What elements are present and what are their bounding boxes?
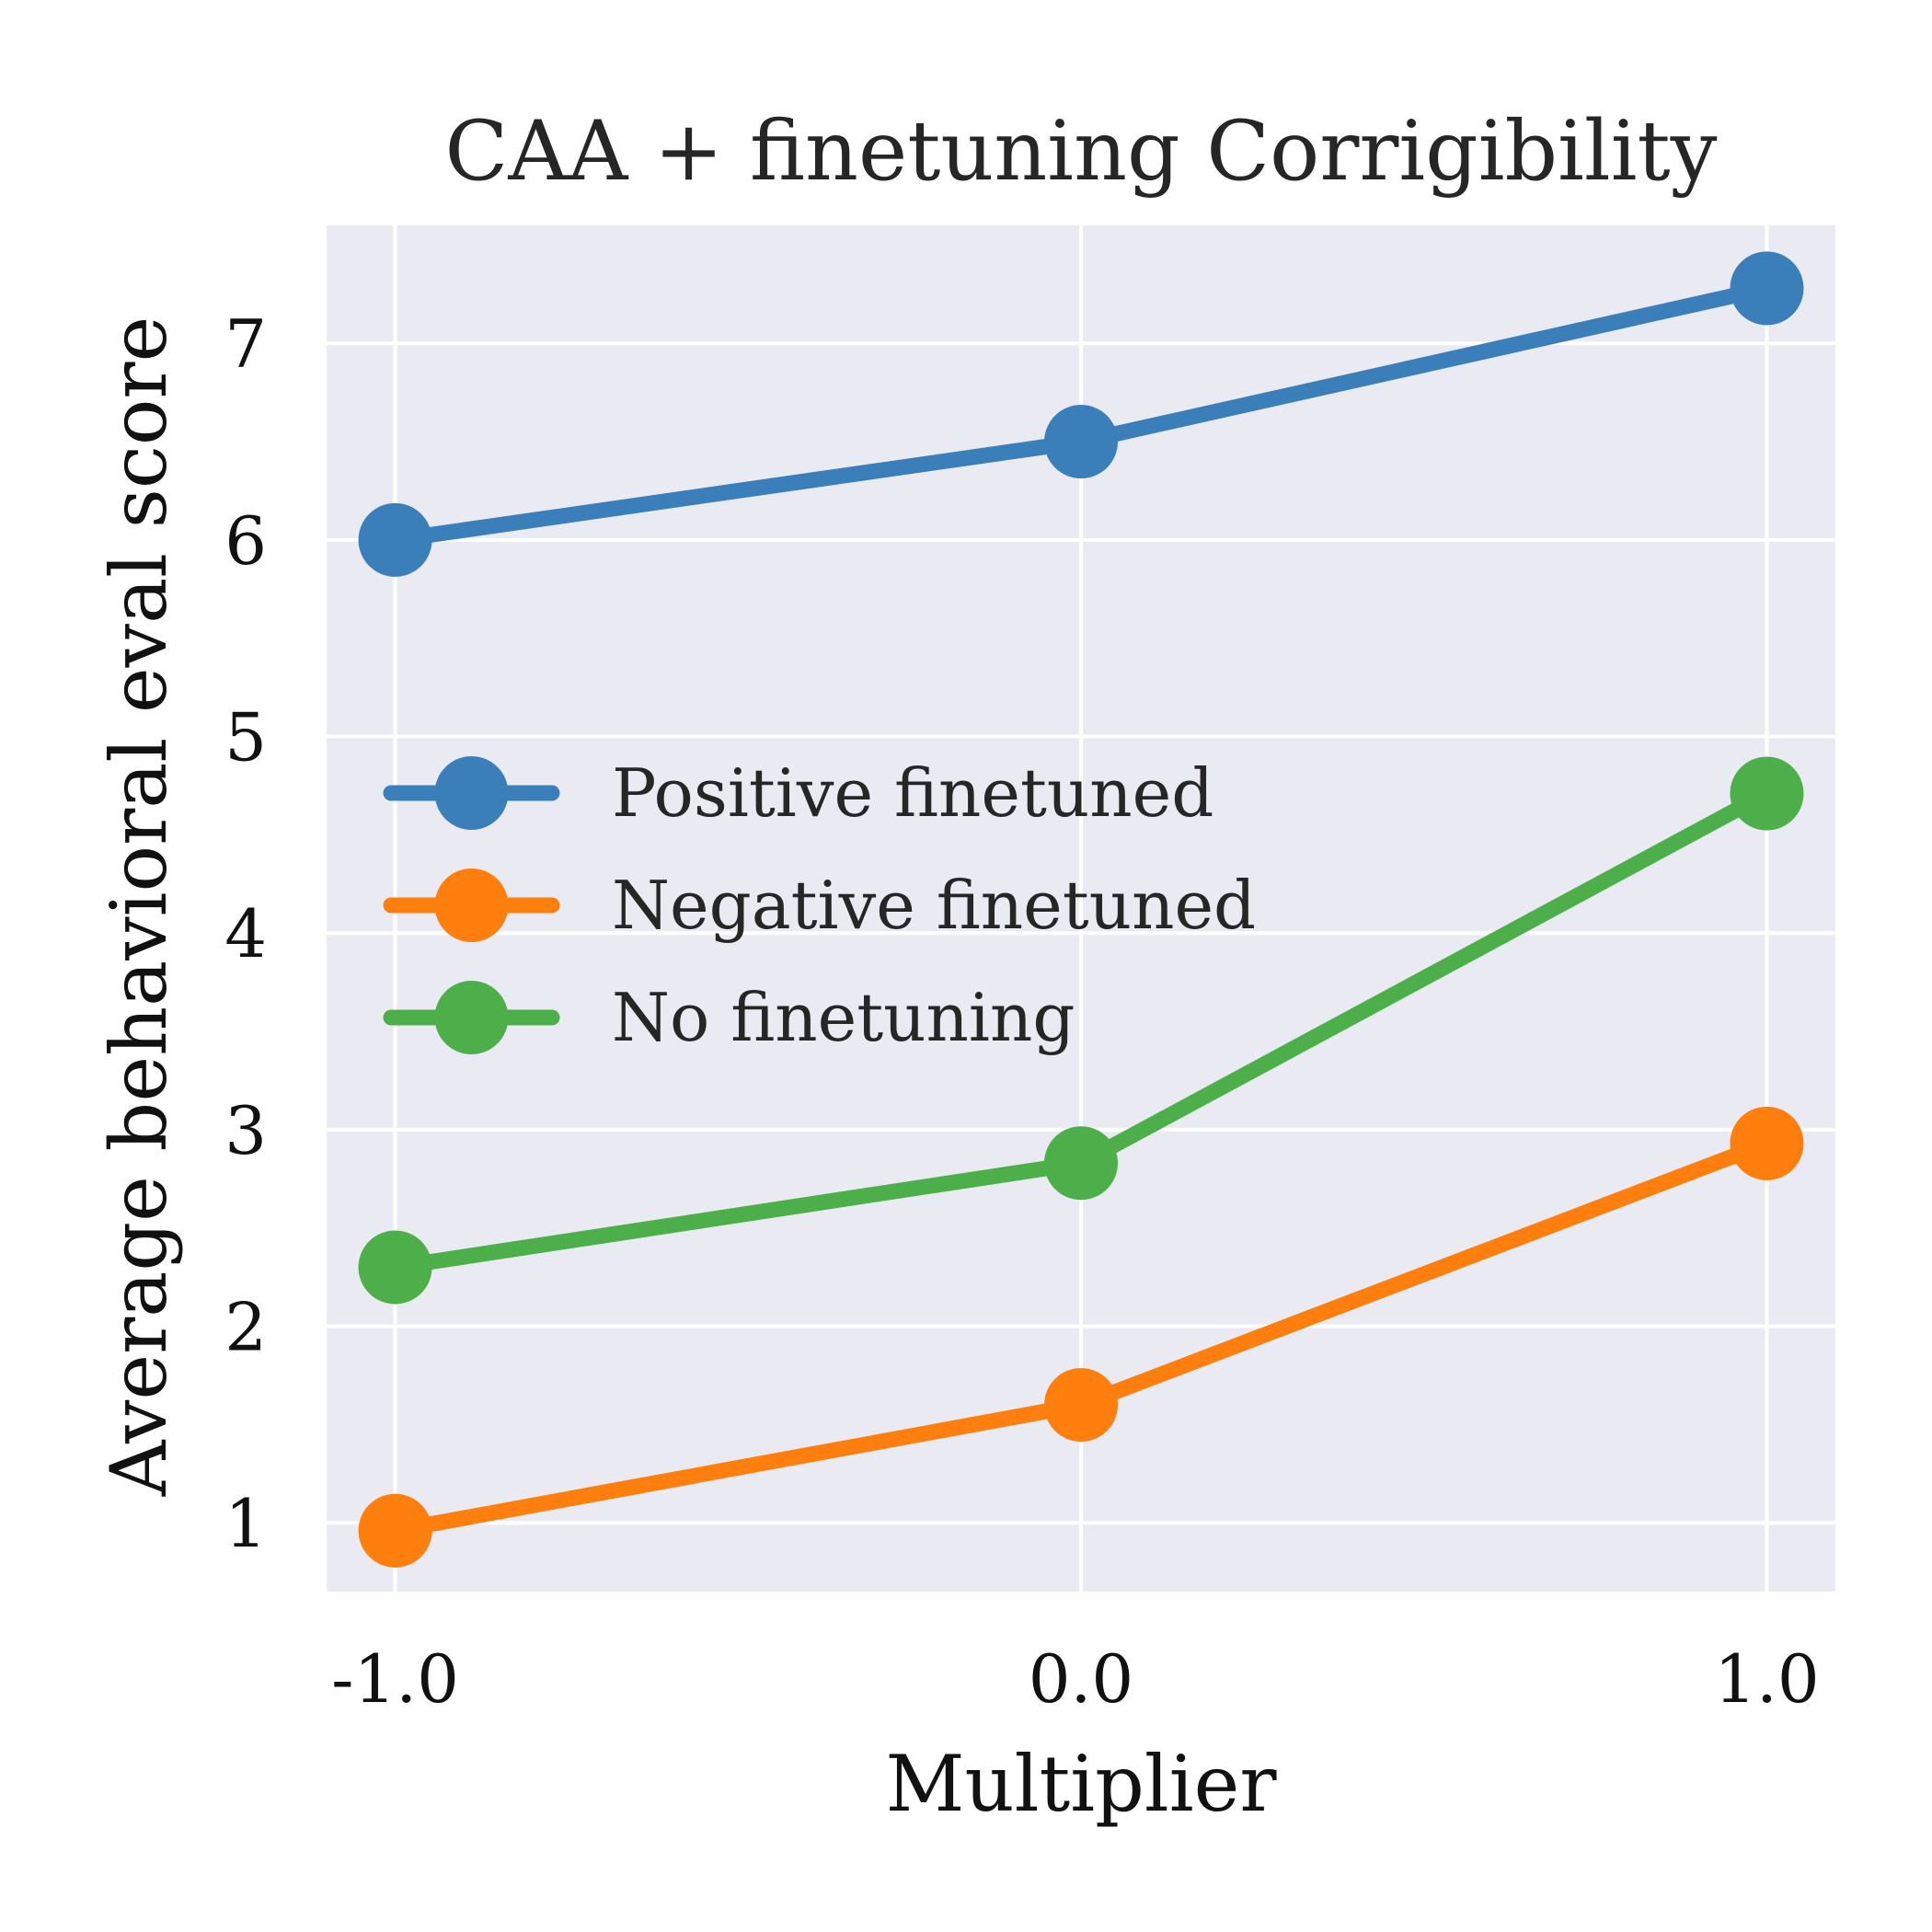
legend-item: No finetuning [383,979,1075,1056]
y-tick-label: 5 [224,699,267,776]
x-tick-label: 1.0 [1714,1640,1820,1718]
data-point [358,1493,432,1568]
data-point [1044,405,1118,479]
series-2 [358,756,1804,1305]
legend-label: No finetuning [612,979,1075,1056]
chart-title: CAA + finetuning Corrigibility [444,103,1717,200]
data-point [1044,1126,1118,1201]
x-tick-label: -1.0 [331,1640,459,1718]
data-point [358,502,432,577]
y-tick-label: 4 [224,895,267,972]
legend-label: Negative finetuned [612,867,1256,944]
x-axis-label: Multiplier [886,1739,1278,1829]
y-tick-label: 7 [224,305,267,383]
series-0 [358,251,1804,577]
series-layer [358,251,1804,1568]
data-point [1730,756,1804,831]
legend-marker [434,868,509,942]
legend-item: Positive finetuned [383,754,1213,832]
y-tick-label: 1 [224,1485,267,1562]
data-point [1730,251,1804,326]
y-tick-label: 3 [224,1092,267,1169]
y-tick-label: 6 [224,502,267,580]
x-tick-labels: -1.0 0.0 1.0 [331,1640,1820,1718]
series-1 [358,1106,1804,1568]
y-tick-labels: 1 2 3 4 5 6 7 [224,305,267,1562]
data-point [1044,1368,1118,1443]
x-tick-label: 0.0 [1029,1640,1134,1718]
legend: Positive finetuned Negative finetuned No f… [383,754,1256,1056]
legend-label: Positive finetuned [612,754,1213,832]
data-point [358,1230,432,1305]
y-tick-label: 2 [224,1289,267,1366]
y-axis-label: Average behavioral eval score [94,316,184,1498]
legend-marker [434,756,509,830]
data-point [1730,1106,1804,1180]
legend-marker [434,981,509,1054]
legend-item: Negative finetuned [383,867,1256,944]
